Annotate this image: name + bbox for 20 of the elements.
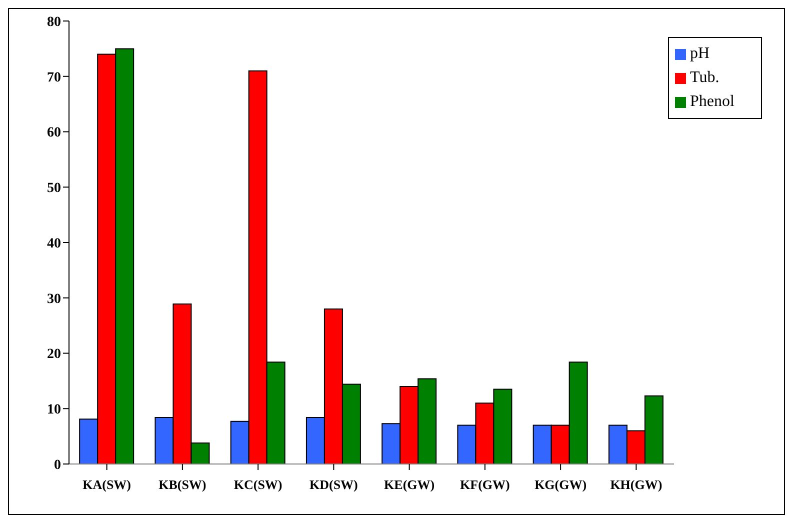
legend-label: Phenol (690, 93, 734, 110)
x-tick-label: KG(GW) (534, 477, 587, 492)
x-tick-label: KF(GW) (460, 477, 510, 492)
y-tick-label: 50 (47, 181, 61, 196)
y-tick-label: 0 (54, 458, 61, 473)
x-tick-label: KH(GW) (610, 477, 662, 492)
y-tick-label: 60 (47, 126, 61, 141)
x-tick-label: KD(SW) (309, 477, 358, 492)
x-tick-label: KC(SW) (234, 477, 282, 492)
x-tick-label: KE(GW) (384, 477, 435, 492)
x-tick-label: KA(SW) (82, 477, 132, 492)
legend-label: Tub. (690, 69, 720, 86)
y-tick-label: 20 (47, 347, 61, 362)
y-tick-label: 10 (47, 402, 61, 418)
x-tick-label: KB(SW) (158, 477, 206, 492)
y-tick-label: 70 (47, 70, 61, 86)
y-tick-label: 30 (47, 292, 61, 307)
legend-label: pH (690, 45, 710, 62)
y-tick-label: 80 (47, 14, 61, 30)
y-tick-label: 40 (47, 236, 61, 252)
